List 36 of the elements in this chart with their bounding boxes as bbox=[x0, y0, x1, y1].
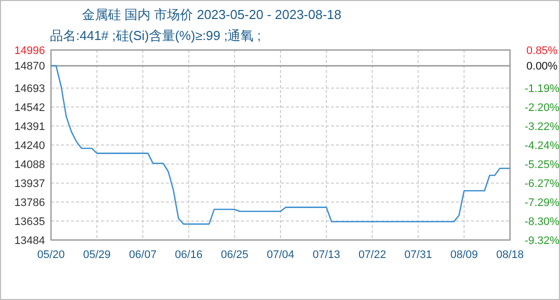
y-tick-label: 13937 bbox=[14, 178, 45, 190]
y2-tick-label: -1.19% bbox=[524, 82, 560, 95]
y2-tick-label: -3.22% bbox=[524, 120, 560, 133]
y2-tick-label: -5.25% bbox=[524, 158, 560, 171]
x-tick-label: 08/18 bbox=[496, 249, 524, 261]
line-series bbox=[50, 65, 511, 225]
y2-tick-label: -2.20% bbox=[524, 102, 560, 114]
y2-tick-label: -4.24% bbox=[524, 140, 560, 152]
y-tick-label: 14542 bbox=[14, 102, 45, 114]
x-tick-label: 06/07 bbox=[129, 249, 157, 261]
x-tick-label: 05/29 bbox=[83, 249, 111, 261]
y-tick-label: 14088 bbox=[14, 158, 45, 171]
y-tick-label: 14870 bbox=[14, 60, 45, 73]
x-tick-label: 07/13 bbox=[312, 249, 340, 261]
x-tick-label: 08/09 bbox=[450, 249, 478, 261]
chart-title: 金属硅 国内 市场价 2023-05-20 - 2023-08-18 bbox=[82, 7, 342, 22]
x-tick-label: 05/20 bbox=[37, 249, 65, 261]
y-tick-label: 13786 bbox=[14, 196, 45, 209]
y2-tick-label: -6.27% bbox=[524, 178, 560, 190]
y2-tick-label: 0.85% bbox=[526, 44, 558, 57]
y2-tick-label: -7.29% bbox=[524, 196, 560, 209]
y-tick-label: 14996 bbox=[14, 44, 45, 57]
x-tick-label: 06/16 bbox=[174, 249, 202, 261]
x-tick-label: 06/25 bbox=[220, 249, 248, 261]
x-tick-label: 07/31 bbox=[404, 249, 432, 261]
y2-tick-label: -9.32% bbox=[524, 234, 560, 247]
x-tick-label: 07/22 bbox=[358, 249, 386, 261]
y-tick-label: 14693 bbox=[14, 82, 45, 95]
y-tick-label: 14240 bbox=[14, 140, 45, 152]
y-tick-label: 14391 bbox=[14, 120, 45, 133]
chart-subtitle: 品名:441# ;硅(Si)含量(%)≥:99 ;通氧 ; bbox=[50, 28, 261, 43]
y2-tick-label: 0.00% bbox=[526, 60, 558, 73]
y-tick-label: 13484 bbox=[14, 234, 45, 247]
x-tick-label: 07/04 bbox=[266, 249, 294, 261]
y-tick-label: 13635 bbox=[14, 216, 45, 228]
y2-tick-label: -8.30% bbox=[524, 216, 560, 228]
